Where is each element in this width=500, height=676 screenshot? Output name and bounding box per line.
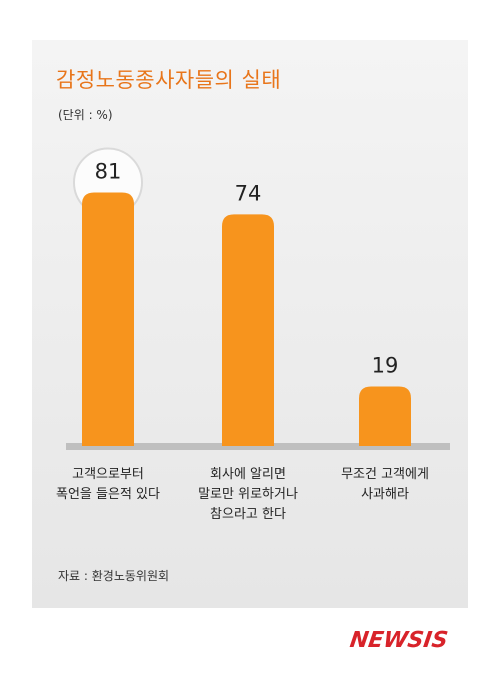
category-label-3: 무조건 고객에게 사과해라	[341, 467, 429, 502]
newsis-logo: NEWSIS	[348, 628, 450, 653]
bar-3	[359, 386, 411, 446]
category-label-1: 고객으로부터 폭언을 들은적 있다	[56, 467, 160, 502]
source-note: 자료 : 환경노동위원회	[58, 569, 170, 583]
baseline	[66, 443, 450, 450]
value-label-2: 74	[235, 181, 262, 205]
unit-note: (단위 : %)	[58, 108, 113, 122]
chart-title: 감정노동종사자들의 실태	[56, 68, 282, 92]
bar-2	[222, 214, 274, 446]
category-label-2: 회사에 알리면 말로만 위로하거나 참으라고 한다	[198, 467, 298, 522]
value-label-3: 19	[372, 354, 399, 378]
value-label-1: 81	[95, 159, 122, 183]
bar-1	[82, 192, 134, 446]
